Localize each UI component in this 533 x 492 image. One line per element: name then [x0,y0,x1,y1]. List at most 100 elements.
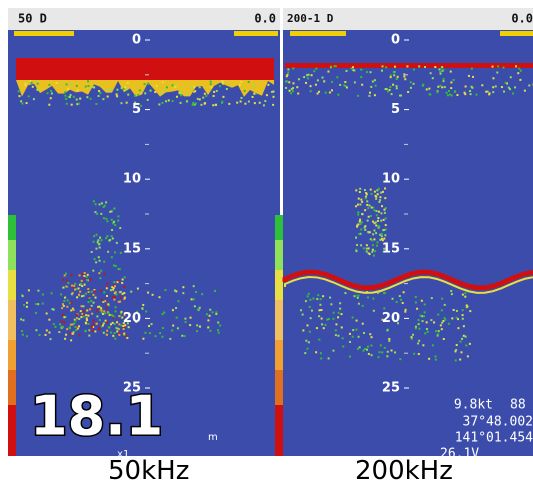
echo-speck [324,91,327,94]
echo-speck [48,103,51,106]
echo-speck [367,230,370,233]
echo-speck [87,80,90,83]
echo-speck [98,328,101,331]
echo-speck [100,239,103,242]
echo-speck [73,322,76,325]
echo-speck [195,290,198,293]
color-scale [275,300,283,340]
echo-speck [339,83,342,86]
depth-readout: 18.1 [30,385,163,448]
echo-speck [82,315,85,318]
echo-speck [95,103,98,106]
echo-speck [63,299,66,302]
echo-speck [375,224,378,227]
echo-speck [322,327,325,330]
echo-speck [136,287,139,290]
echo-speck [320,357,323,360]
echo-speck [492,77,495,80]
echo-speck [20,318,23,321]
echo-speck [384,224,387,227]
echo-speck [287,71,290,74]
echo-speck [212,104,215,107]
echo-speck [306,74,309,77]
echo-speck [116,321,119,324]
echo-speck [380,212,383,215]
echo-speck [361,83,364,86]
right-caption: 200kHz [355,456,453,486]
right-header [283,8,533,30]
echo-speck [52,323,55,326]
echo-speck [196,308,199,311]
depth-label: 0 [391,33,400,48]
echo-speck [502,66,505,69]
echo-speck [461,293,464,296]
echo-speck [436,90,439,93]
echo-speck [301,313,304,316]
echo-speck [48,83,51,86]
echo-speck [49,338,52,341]
echo-speck [389,74,392,77]
echo-speck [191,103,194,106]
echo-speck [89,308,92,311]
echo-speck [258,101,261,104]
echo-speck [82,313,85,316]
depth-label: 0 [132,33,141,48]
echo-speck [252,84,255,87]
echo-speck [126,322,129,325]
echo-speck [397,322,400,325]
echo-speck [189,324,192,327]
echo-speck [380,237,383,240]
echo-speck [92,319,95,322]
echo-speck [367,215,370,218]
left-header-text: 50 D [18,12,47,26]
echo-speck [384,228,387,231]
echo-speck [180,94,183,97]
echo-speck [406,65,409,68]
echo-speck [125,88,128,91]
echo-speck [212,95,215,98]
echo-speck [236,101,239,104]
echo-speck [106,220,109,223]
echo-speck [358,191,361,194]
echo-speck [115,93,118,96]
echo-speck [186,93,189,96]
echo-speck [316,298,319,301]
echo-speck [357,213,360,216]
echo-speck [75,98,78,101]
echo-speck [418,65,421,68]
echo-speck [239,100,242,103]
echo-speck [381,318,384,321]
echo-speck [84,85,87,88]
echo-speck [302,329,305,332]
echo-speck [120,87,123,90]
echo-speck [194,102,197,105]
echo-speck [307,73,310,76]
echo-speck [366,296,369,299]
echo-speck [528,84,531,87]
echo-speck [116,281,119,284]
echo-speck [363,226,366,229]
echo-speck [357,294,360,297]
echo-speck [465,344,468,347]
echo-speck [461,337,464,340]
echo-speck [382,218,385,221]
echo-speck [174,85,177,88]
echo-speck [66,299,69,302]
echo-speck [98,319,101,322]
echo-speck [381,190,384,193]
echo-speck [106,88,109,91]
echo-speck [93,290,96,293]
echo-speck [102,331,105,334]
echo-speck [62,313,65,316]
echo-speck [442,320,445,323]
echo-speck [314,83,317,86]
echo-speck [175,95,178,98]
echo-speck [117,219,120,222]
echo-speck [358,220,361,223]
echo-speck [431,344,434,347]
echo-speck [86,278,89,281]
echo-speck [372,297,375,300]
echo-speck [106,311,109,314]
echo-speck [115,241,118,244]
echo-speck [118,315,121,318]
